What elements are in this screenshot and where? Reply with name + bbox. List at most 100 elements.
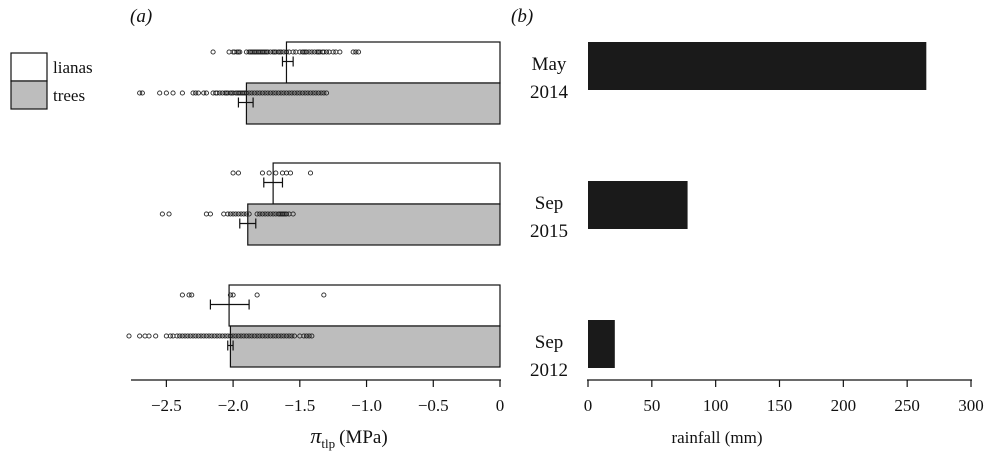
point-lianas-group-1-53 — [337, 49, 343, 55]
point-trees-group-3-27 — [222, 333, 228, 339]
point-lianas-group-3-6 — [254, 292, 260, 298]
point-trees-group-1-6 — [179, 90, 185, 96]
point-trees-group-1-34 — [251, 90, 257, 96]
point-trees-group-1-7 — [190, 90, 196, 96]
category-label-2-line-1: Sep — [535, 193, 564, 214]
panel-a-x-tick-label-5: −0.5 — [418, 396, 449, 415]
point-trees-group-2-18 — [262, 211, 268, 217]
point-trees-group-2-6 — [225, 211, 231, 217]
point-lianas-group-2-4 — [266, 170, 272, 176]
rainfall-bar-2 — [588, 181, 688, 229]
point-trees-group-3-23 — [211, 333, 217, 339]
point-lianas-group-1-42 — [309, 49, 315, 55]
point-trees-group-1-14 — [214, 90, 220, 96]
point-trees-group-2-9 — [233, 211, 239, 217]
point-trees-group-3-44 — [267, 333, 274, 339]
point-trees-group-1-49 — [291, 90, 298, 96]
point-trees-group-2-14 — [246, 211, 252, 217]
point-trees-group-1-3 — [157, 90, 163, 96]
point-trees-group-1-57 — [313, 90, 319, 96]
point-lianas-group-3-2 — [186, 292, 192, 298]
rainfall-bar-1 — [588, 42, 927, 90]
point-lianas-group-1-1 — [210, 49, 216, 55]
point-trees-group-1-32 — [246, 90, 252, 96]
point-trees-group-1-40 — [267, 90, 274, 96]
point-trees-group-3-52 — [289, 333, 295, 339]
panel-a-x-tick-label-6: 0 — [496, 396, 505, 415]
point-lianas-group-2-8 — [287, 170, 294, 176]
point-trees-group-3-46 — [273, 333, 279, 339]
point-trees-group-2-7 — [227, 211, 233, 217]
category-label-3-line-1: Sep — [535, 332, 564, 353]
point-trees-group-1-35 — [254, 90, 260, 96]
point-trees-group-2-19 — [265, 211, 271, 217]
point-trees-group-1-42 — [273, 90, 279, 96]
legend-label-trees: trees — [53, 86, 85, 105]
point-lianas-group-1-32 — [283, 49, 290, 55]
point-trees-group-3-14 — [187, 333, 193, 339]
point-trees-group-3-40 — [257, 333, 263, 339]
point-trees-group-3-38 — [251, 333, 257, 339]
point-trees-group-3-1 — [126, 333, 132, 339]
point-trees-group-1-55 — [307, 90, 314, 96]
point-trees-group-1-15 — [217, 90, 223, 96]
legend-swatch-trees — [10, 80, 48, 110]
category-label-3-line-2: 2012 — [530, 360, 568, 381]
point-trees-group-3-47 — [275, 333, 282, 339]
point-lianas-group-2-1 — [230, 170, 236, 176]
point-trees-group-1-43 — [275, 90, 282, 96]
point-trees-group-3-32 — [235, 333, 241, 339]
panel-b-x-tick-label-7: 300 — [958, 396, 984, 415]
point-trees-group-2-8 — [230, 211, 236, 217]
point-trees-group-3-21 — [206, 333, 212, 339]
point-lianas-group-2-3 — [259, 170, 266, 176]
point-trees-group-3-29 — [227, 333, 233, 339]
point-lianas-group-2-5 — [273, 170, 279, 176]
rainfall-bar-3 — [588, 320, 615, 368]
panel-a-x-axis-title: πtlp (MPa) — [310, 423, 387, 451]
point-trees-group-3-28 — [225, 333, 231, 339]
point-lianas-group-1-51 — [330, 49, 336, 55]
point-trees-group-3-31 — [233, 333, 239, 339]
point-trees-group-2-29 — [283, 211, 290, 217]
point-trees-group-1-36 — [257, 90, 263, 96]
point-trees-group-1-39 — [265, 90, 271, 96]
point-trees-group-3-42 — [262, 333, 268, 339]
point-trees-group-3-35 — [243, 333, 249, 339]
point-trees-group-1-38 — [262, 90, 268, 96]
panel-a-x-tick-label-1: −2.5 — [151, 396, 182, 415]
panel-b-x-tick-label-4: 150 — [767, 396, 793, 415]
point-trees-group-2-11 — [238, 211, 244, 217]
point-trees-group-3-20 — [203, 333, 209, 339]
point-trees-group-1-54 — [305, 90, 311, 96]
point-trees-group-3-48 — [278, 333, 284, 339]
legend: lianas trees — [10, 52, 93, 110]
point-trees-group-1-37 — [259, 90, 266, 96]
bar-lianas-group-2 — [272, 162, 501, 205]
point-trees-group-3-18 — [198, 333, 204, 339]
point-trees-group-1-41 — [270, 90, 276, 96]
point-trees-group-3-7 — [167, 333, 173, 339]
category-label-1-line-1: May — [532, 54, 567, 75]
point-trees-group-1-8 — [193, 90, 199, 96]
point-trees-group-1-47 — [286, 90, 292, 96]
point-trees-group-1-44 — [278, 90, 284, 96]
point-trees-group-2-2 — [166, 211, 172, 217]
point-lianas-group-1-30 — [278, 49, 284, 55]
point-lianas-group-3-7 — [321, 292, 327, 298]
panel-b-x-tick-label-2: 50 — [643, 396, 660, 415]
point-trees-group-3-33 — [238, 333, 244, 339]
point-lianas-group-2-2 — [235, 170, 241, 176]
point-trees-group-3-50 — [283, 333, 290, 339]
bar-trees-group-3 — [229, 325, 501, 368]
point-trees-group-2-21 — [270, 211, 276, 217]
point-trees-group-1-50 — [294, 90, 300, 96]
point-trees-group-3-26 — [219, 333, 225, 339]
point-trees-group-3-4 — [146, 333, 152, 339]
point-trees-group-2-17 — [259, 211, 266, 217]
point-lianas-group-1-23 — [265, 49, 271, 55]
point-trees-group-3-17 — [195, 333, 201, 339]
panel-a-x-tick-label-4: −1.0 — [351, 396, 382, 415]
point-trees-group-2-31 — [290, 211, 296, 217]
